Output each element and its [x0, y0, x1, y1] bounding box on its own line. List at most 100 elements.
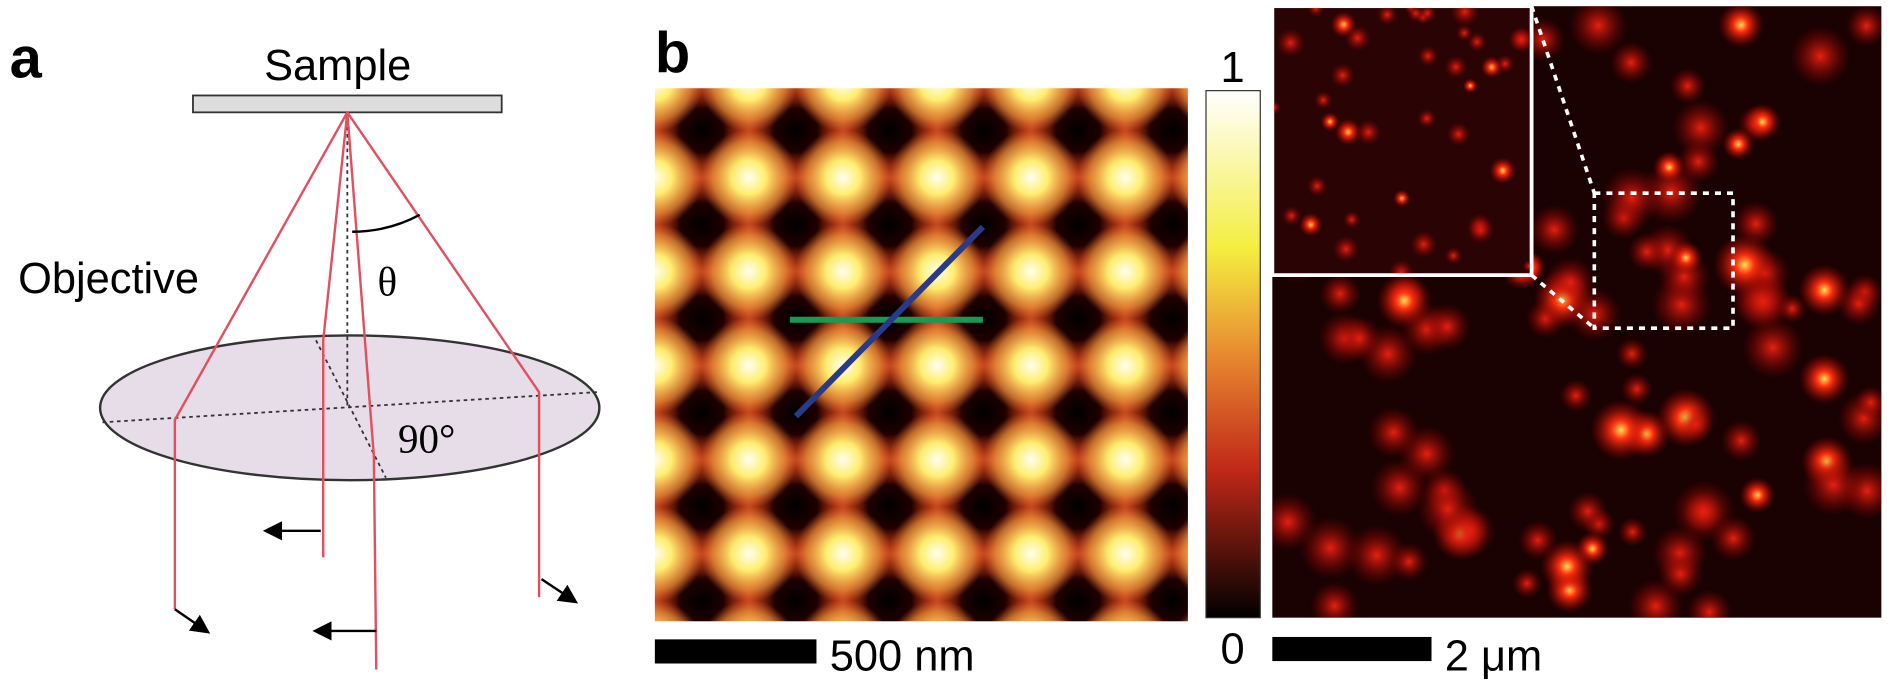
- scale-bar: [654, 639, 817, 664]
- spot: [1512, 568, 1542, 599]
- spot: [1376, 6, 1398, 25]
- spot: [1442, 504, 1496, 558]
- spot: [1718, 6, 1764, 48]
- theta-label: θ: [377, 259, 397, 305]
- spot: [1388, 259, 1415, 276]
- spot: [1854, 385, 1882, 420]
- interference-pattern: [654, 88, 1188, 622]
- spot: [1376, 273, 1432, 329]
- zoom-box: [1529, 5, 1735, 331]
- spot: [1334, 118, 1362, 146]
- spot: [1569, 6, 1628, 55]
- spot: [1319, 273, 1361, 315]
- spot: [1720, 420, 1762, 462]
- spot: [1618, 517, 1648, 547]
- spot: [1330, 63, 1355, 88]
- spot: [1798, 353, 1850, 405]
- panel-a: a Sample Objective θ 90°: [10, 26, 601, 670]
- spot: [1678, 407, 1713, 441]
- spot: [1417, 45, 1439, 67]
- spot: [1314, 91, 1333, 110]
- spot: [1393, 189, 1411, 207]
- spot: [1522, 259, 1532, 273]
- spot: [1733, 200, 1779, 247]
- rays: [173, 111, 541, 670]
- spot: [1355, 119, 1382, 146]
- spot: [1620, 373, 1653, 405]
- spot: [1540, 540, 1594, 593]
- spot: [1627, 232, 1666, 271]
- spot: [1444, 55, 1468, 79]
- panel-label: a: [10, 26, 43, 90]
- spot: [1390, 542, 1429, 581]
- spot: [1272, 100, 1281, 115]
- spot: [1336, 315, 1382, 361]
- sample-label: Sample: [264, 42, 411, 90]
- spot: [1346, 524, 1408, 586]
- spot: [1836, 282, 1881, 326]
- spot: [1450, 6, 1480, 27]
- spot: [1489, 157, 1517, 185]
- panel-b: b 1 0 500 nm: [654, 22, 1261, 681]
- spot: [1669, 241, 1703, 275]
- spot: [1609, 41, 1653, 84]
- scale-bar-label: 2 μm: [1445, 633, 1542, 681]
- spot: [1628, 578, 1684, 618]
- objective-label: Objective: [18, 255, 199, 303]
- fluorescence-spots: [1272, 6, 1882, 618]
- polarization-arrows: [174, 521, 579, 641]
- spot: [1653, 151, 1686, 184]
- panel-label: b: [655, 22, 690, 86]
- scale-bar: [1272, 636, 1432, 662]
- spot: [1320, 112, 1340, 132]
- spot: [1276, 28, 1305, 58]
- sample: [192, 94, 503, 114]
- spot: [1744, 103, 1781, 141]
- inset-border: [1270, 4, 1534, 277]
- spot: [1307, 6, 1325, 17]
- spot: [1601, 167, 1663, 228]
- angle-arc: [352, 213, 421, 233]
- spot: [1559, 379, 1593, 412]
- spot: [1307, 175, 1328, 197]
- scale-bar-label: 500 nm: [830, 633, 975, 681]
- colorbar: [1205, 90, 1261, 619]
- spot: [1343, 210, 1361, 229]
- spot: [1299, 212, 1323, 237]
- spot: [1529, 204, 1580, 255]
- spot: [1508, 26, 1532, 53]
- spot: [1687, 589, 1732, 618]
- spot: [1310, 581, 1359, 618]
- spot: [1845, 6, 1882, 47]
- spot: [1456, 24, 1473, 42]
- spot: [1790, 25, 1851, 87]
- spot: [1417, 109, 1437, 129]
- spot: [1467, 32, 1487, 52]
- colorbar-max: 1: [1220, 44, 1244, 92]
- spot: [1281, 206, 1302, 226]
- spot: [1462, 78, 1478, 94]
- spot: [1802, 454, 1865, 516]
- spot: [1739, 477, 1776, 513]
- spot: [1616, 338, 1648, 370]
- spot: [1722, 128, 1755, 160]
- spot: [1568, 491, 1608, 532]
- profile-line: [793, 224, 986, 419]
- angle-label: 90°: [398, 415, 455, 461]
- spot: [1480, 56, 1503, 79]
- spot: [1332, 235, 1360, 263]
- spot: [1344, 25, 1371, 52]
- panel-c: 2 μm: [1270, 4, 1882, 681]
- spot: [1544, 256, 1596, 308]
- spot: [1467, 217, 1494, 244]
- spot: [1444, 246, 1463, 265]
- spot: [1669, 67, 1706, 105]
- spot: [1710, 515, 1756, 561]
- spot: [1446, 122, 1471, 146]
- spot: [1672, 99, 1730, 157]
- spot: [1368, 407, 1420, 459]
- spot: [1410, 230, 1438, 258]
- colorbar-min: 0: [1220, 625, 1244, 673]
- spot: [1742, 316, 1804, 379]
